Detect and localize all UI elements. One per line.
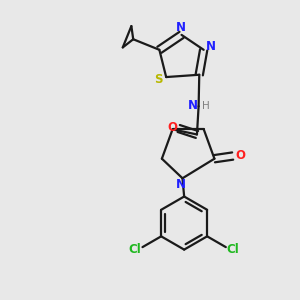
Text: N: N xyxy=(188,99,198,112)
Text: O: O xyxy=(235,149,245,162)
Text: N: N xyxy=(176,178,186,191)
Text: O: O xyxy=(167,121,177,134)
Text: N: N xyxy=(206,40,216,53)
Text: Cl: Cl xyxy=(129,243,142,256)
Text: N: N xyxy=(176,21,186,34)
Text: H: H xyxy=(202,100,210,111)
Text: Cl: Cl xyxy=(227,243,239,256)
Text: S: S xyxy=(154,73,163,86)
